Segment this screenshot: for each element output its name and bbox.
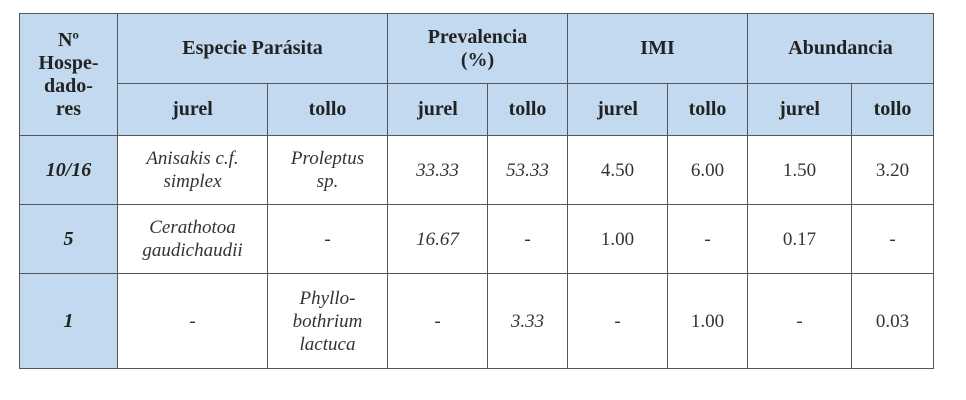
text-line: 53.33 xyxy=(506,159,549,181)
cell: - xyxy=(387,273,488,369)
text-line: Nº xyxy=(57,28,80,51)
cell: Cerathotoa gaudichaudii xyxy=(117,204,268,274)
data-table: Nº Hospe-dado-res Especie Parásita Prevalen… xyxy=(19,13,935,369)
text-line: Anisakis c.f. xyxy=(146,148,239,169)
sub-header: jurel xyxy=(567,83,669,136)
text-line: bothrium xyxy=(292,310,363,332)
text-line: simplex xyxy=(163,171,222,192)
text-line: 4.50 xyxy=(600,159,635,181)
text-line: 6.00 xyxy=(690,159,725,181)
text-line: gaudichaudii xyxy=(142,240,243,261)
text-line: - xyxy=(524,228,531,250)
text-line: Hospe- xyxy=(38,51,99,74)
text-line: Prevalencia xyxy=(427,25,528,48)
cell: - xyxy=(851,204,935,274)
text-line: 33.33 xyxy=(416,159,459,181)
body-row: 1 - Phyllo-bothrium lactuca - 3.33 - 1.00 - 0.03 xyxy=(19,273,935,369)
host-cell: 1 xyxy=(19,273,118,369)
text-line: Phyllo- xyxy=(299,287,356,309)
cell: Proleptus sp. xyxy=(267,135,388,205)
text-line: - xyxy=(796,310,803,332)
body-row: 5 Cerathotoa gaudichaudii -16.67-1.00-0.17- xyxy=(19,204,935,274)
text-line: Abundancia xyxy=(788,37,893,59)
text-line: 1.50 xyxy=(782,159,817,181)
text-line: 0.03 xyxy=(875,310,910,332)
text-line: 0.17 xyxy=(782,228,817,250)
group-header: Abundancia xyxy=(747,13,935,84)
group-header: IMI xyxy=(567,13,749,84)
text-line: Especie Parásita xyxy=(182,37,323,59)
text-line: 1.00 xyxy=(690,310,725,332)
cell: 3.20 xyxy=(851,135,935,205)
sub-header: jurel xyxy=(117,83,268,136)
text-line: - xyxy=(889,228,896,250)
text-line: res xyxy=(55,97,82,120)
group-header: Especie Parásita xyxy=(117,13,388,84)
cell: 4.50 xyxy=(567,135,669,205)
text-line: 3.20 xyxy=(875,159,910,181)
host-cell: 10/16 xyxy=(19,135,118,205)
cell: 6.00 xyxy=(667,135,749,205)
subheader-row: jurel tollo jurel tollo jurel tollo jurel tollo xyxy=(20,83,935,136)
text-line: - xyxy=(324,228,331,250)
cell: 1.00 xyxy=(667,273,749,369)
text-line: - xyxy=(704,228,711,250)
text-line: 16.67 xyxy=(416,228,459,250)
text-line: Cerathotoa xyxy=(149,217,236,238)
cell: - xyxy=(117,273,268,369)
header-row: Nº Hospe-dado-res Especie Parásita Prevalen… xyxy=(19,13,935,136)
sub-header: jurel xyxy=(387,83,488,136)
cell: 33.33 xyxy=(387,135,488,205)
cell: 1.50 xyxy=(747,135,853,205)
sub-header: tollo xyxy=(267,83,388,136)
cell: - xyxy=(747,273,853,369)
sub-header: tollo xyxy=(486,83,569,136)
cell: - xyxy=(567,273,669,369)
text-line: - xyxy=(189,310,196,332)
text-line: dado- xyxy=(44,74,93,97)
text-line: IMI xyxy=(640,37,675,59)
cell: 0.03 xyxy=(851,273,935,369)
cell: 53.33 xyxy=(486,135,569,205)
body-row: 10/16 Anisakis c.f. simplex Proleptus sp. 33.… xyxy=(19,135,935,205)
text-line: Proleptus xyxy=(290,148,365,169)
text-line: 3.33 xyxy=(510,310,545,332)
text-line: sp. xyxy=(316,171,339,192)
text-line: lactuca xyxy=(299,333,356,355)
host-header: Nº Hospe-dado-res xyxy=(19,13,118,136)
cell: Anisakis c.f. simplex xyxy=(117,135,268,205)
sub-header: tollo xyxy=(667,83,749,136)
cell: - xyxy=(486,204,569,274)
cell: 1.00 xyxy=(567,204,669,274)
sub-header: tollo xyxy=(851,83,935,136)
cell: 16.67 xyxy=(387,204,488,274)
text-line: 1.00 xyxy=(600,228,635,250)
cell: 0.17 xyxy=(747,204,853,274)
cell: 3.33 xyxy=(486,273,569,369)
text-line: - xyxy=(614,310,621,332)
text-line: - xyxy=(434,310,441,332)
host-cell: 5 xyxy=(19,204,118,274)
cell: - xyxy=(267,204,388,274)
cell: - xyxy=(667,204,749,274)
cell: Phyllo-bothrium lactuca xyxy=(267,273,388,369)
sub-header: jurel xyxy=(747,83,853,136)
group-header: Prevalencia (%) xyxy=(386,13,569,84)
text-line: (%) xyxy=(460,48,495,71)
